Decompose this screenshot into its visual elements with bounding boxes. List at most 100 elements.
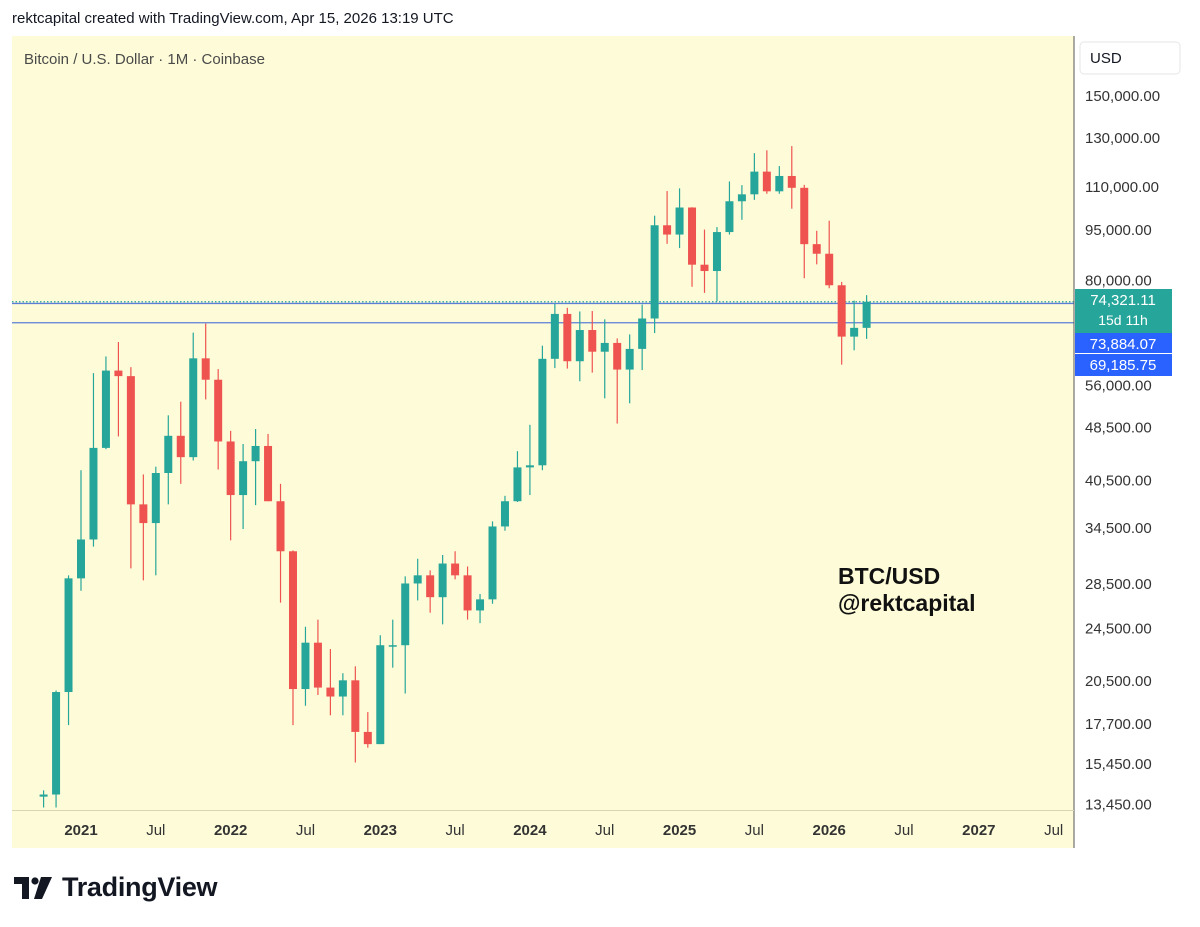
candle[interactable] [226, 430, 235, 541]
candle-body [39, 794, 48, 797]
candle[interactable] [288, 550, 297, 726]
candle[interactable] [737, 185, 746, 220]
candle-body [663, 225, 672, 235]
candle[interactable] [126, 367, 135, 569]
y-tick-label: 95,000.00 [1085, 222, 1152, 239]
x-tick-label: 2022 [214, 822, 247, 839]
price-tags: 74,321.11 15d 11h 73,884.07 69,185.75 [1075, 289, 1172, 376]
candle[interactable] [401, 576, 410, 694]
candle[interactable] [214, 369, 223, 470]
candle[interactable] [64, 575, 73, 726]
candles[interactable] [39, 146, 871, 808]
candle[interactable] [600, 319, 609, 399]
candle[interactable] [850, 300, 859, 351]
candle[interactable] [363, 712, 372, 748]
candle[interactable] [301, 626, 310, 706]
candle-body [426, 575, 435, 598]
candle[interactable] [550, 303, 559, 369]
price-tag-label: 74,321.11 [1090, 292, 1156, 309]
candle[interactable] [151, 466, 160, 576]
candle[interactable] [176, 401, 185, 484]
candle-body [625, 348, 634, 370]
candle[interactable] [613, 338, 622, 424]
candle-body [376, 645, 385, 745]
candle[interactable] [326, 649, 335, 716]
candle[interactable] [313, 619, 322, 696]
x-axis-background [12, 810, 1074, 848]
candle[interactable] [513, 451, 522, 503]
candle-body [638, 318, 647, 349]
candle[interactable] [426, 570, 435, 613]
candle-body [326, 687, 335, 697]
candle[interactable] [825, 220, 834, 289]
candle-body [151, 473, 160, 524]
candle[interactable] [563, 307, 572, 369]
price-tag-bg [1075, 333, 1172, 353]
candle[interactable] [276, 483, 285, 603]
annotation-line-2: @rektcapital [838, 590, 975, 616]
candle[interactable] [438, 554, 447, 625]
y-tick-label: 48,500.00 [1085, 420, 1152, 437]
y-tick-label: 56,000.00 [1085, 377, 1152, 394]
candle[interactable] [239, 444, 248, 530]
tradingview-logo[interactable]: TradingView [14, 872, 218, 903]
candle[interactable] [89, 373, 98, 547]
candle[interactable] [488, 521, 497, 604]
candle[interactable] [862, 295, 871, 339]
candle-body [862, 301, 871, 328]
y-tick-label: 34,500.00 [1085, 520, 1152, 537]
candle[interactable] [700, 229, 709, 293]
candle[interactable] [675, 188, 684, 249]
candle[interactable] [39, 790, 48, 808]
candle-body [476, 599, 485, 611]
candle[interactable] [476, 593, 485, 624]
candle[interactable] [538, 345, 547, 471]
candle[interactable] [413, 558, 422, 601]
candle[interactable] [351, 666, 360, 763]
candle[interactable] [77, 470, 85, 591]
candle[interactable] [575, 311, 584, 382]
candle[interactable] [500, 495, 509, 531]
candle[interactable] [201, 323, 210, 400]
chart-title: Bitcoin / U.S. Dollar · 1M · Coinbase [24, 51, 265, 68]
candle[interactable] [588, 311, 597, 373]
candle[interactable] [812, 230, 821, 265]
candle[interactable] [837, 281, 846, 365]
candle[interactable] [338, 673, 347, 716]
candle[interactable] [189, 332, 198, 461]
candle[interactable] [525, 424, 534, 496]
candle[interactable] [451, 551, 460, 580]
candle[interactable] [463, 566, 472, 620]
currency-badge[interactable]: USD [1079, 41, 1181, 75]
candle[interactable] [775, 166, 784, 194]
candle[interactable] [688, 207, 697, 287]
candle[interactable] [787, 146, 796, 209]
candle-body [588, 330, 597, 352]
candle[interactable] [114, 342, 123, 437]
candle[interactable] [638, 304, 647, 371]
x-tick-label: 2027 [962, 822, 995, 839]
candle-body [388, 645, 397, 647]
candle[interactable] [663, 191, 672, 244]
candle[interactable] [52, 690, 61, 808]
candle[interactable] [388, 619, 397, 668]
candle-body [550, 313, 559, 359]
candle[interactable] [762, 150, 771, 194]
candle[interactable] [725, 181, 734, 235]
candle[interactable] [376, 635, 385, 745]
candle[interactable] [251, 429, 260, 506]
candle[interactable] [139, 474, 148, 581]
candle[interactable] [164, 415, 173, 505]
candle[interactable] [800, 184, 809, 279]
candle-body [239, 461, 248, 496]
candle[interactable] [750, 153, 759, 200]
candle[interactable] [712, 227, 721, 302]
candle[interactable] [650, 215, 659, 334]
candle[interactable] [625, 334, 634, 404]
x-tick-label: 2021 [64, 822, 97, 839]
candle[interactable] [264, 433, 273, 502]
candle[interactable] [101, 356, 110, 450]
x-tick-label: Jul [595, 822, 614, 839]
